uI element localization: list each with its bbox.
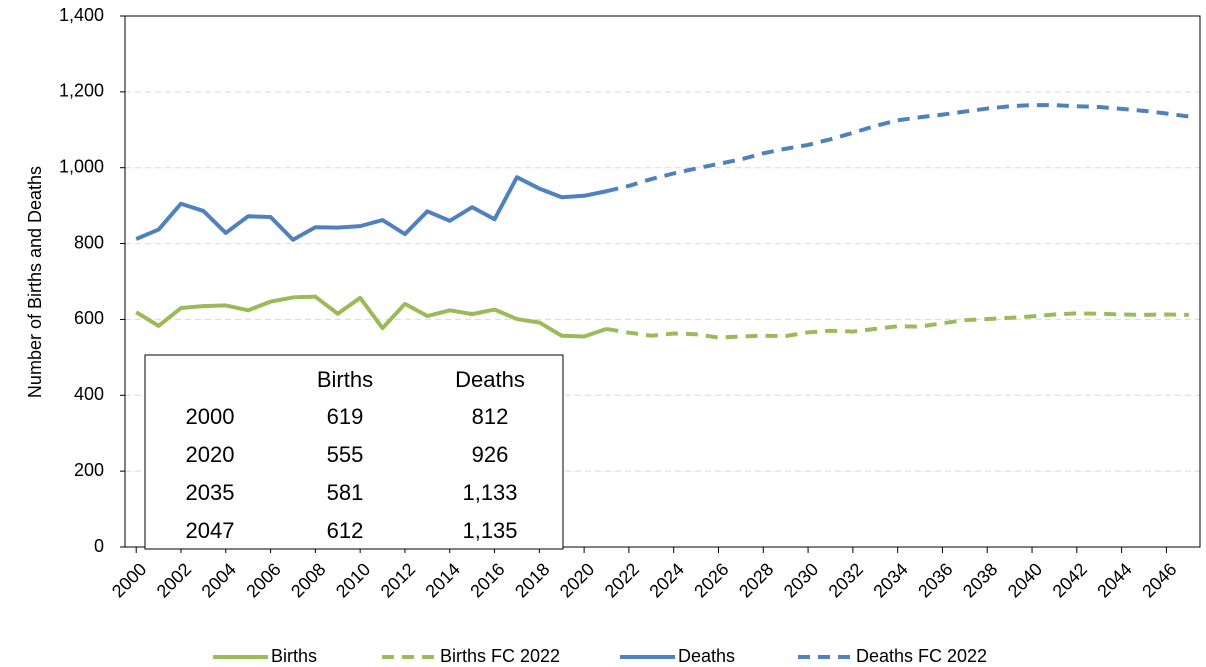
x-tick-label: 2024 (645, 559, 687, 601)
table-cell: 612 (327, 518, 364, 543)
table-cell: 2020 (186, 442, 235, 467)
y-tick-label: 1,400 (59, 5, 104, 25)
x-tick-label: 2000 (108, 559, 150, 601)
table-cell: 2047 (186, 518, 235, 543)
table-box (144, 354, 564, 550)
legend-label: Deaths FC 2022 (856, 646, 987, 666)
table-cell: 2035 (186, 480, 235, 505)
x-tick-label: 2040 (1004, 559, 1046, 601)
legend-label: Births FC 2022 (440, 646, 560, 666)
series-line (606, 103, 1190, 194)
table-cell: 555 (327, 442, 364, 467)
x-tick-label: 2034 (869, 559, 911, 601)
table-cell: 581 (327, 480, 364, 505)
x-tick-label: 2010 (332, 559, 374, 601)
table-header: Deaths (455, 367, 525, 392)
x-tick-label: 2030 (780, 559, 822, 601)
x-tick-label: 2026 (690, 559, 732, 601)
x-tick-label: 2012 (377, 559, 419, 601)
series-line (135, 175, 607, 242)
x-tick-label: 2042 (1049, 559, 1091, 601)
x-tick-label: 2020 (556, 559, 598, 601)
x-tick-label: 2018 (511, 559, 553, 601)
y-axis-label: Number of Births and Deaths (25, 166, 45, 398)
x-tick-label: 2016 (466, 559, 508, 601)
y-tick-label: 0 (94, 536, 104, 556)
y-tick-label: 400 (74, 384, 104, 404)
x-tick-label: 2022 (601, 559, 643, 601)
y-tick-label: 600 (74, 308, 104, 328)
x-tick-label: 2014 (421, 559, 463, 601)
x-tick-label: 2038 (959, 559, 1001, 601)
table-cell: 619 (327, 404, 364, 429)
table-cell: 926 (472, 442, 509, 467)
table-cell: 2000 (186, 404, 235, 429)
series-line (606, 311, 1189, 340)
x-tick-label: 2046 (1138, 559, 1180, 601)
table-cell: 1,133 (462, 480, 517, 505)
x-tick-label: 2006 (242, 559, 284, 601)
y-tick-label: 800 (74, 232, 104, 252)
series-line (135, 294, 608, 339)
table-cell: 812 (472, 404, 509, 429)
x-tick-label: 2032 (825, 559, 867, 601)
x-tick-label: 2036 (914, 559, 956, 601)
table-cell: 1,135 (462, 518, 517, 543)
x-tick-label: 2008 (287, 559, 329, 601)
x-tick-label: 2044 (1093, 559, 1135, 601)
x-tick-label: 2028 (735, 559, 777, 601)
y-tick-label: 1,200 (59, 81, 104, 101)
legend-label: Deaths (678, 646, 735, 666)
table-header: Births (317, 367, 373, 392)
y-tick-label: 1,000 (59, 156, 104, 176)
x-tick-label: 2004 (198, 559, 240, 601)
x-tick-label: 2002 (153, 559, 195, 601)
y-tick-label: 200 (74, 460, 104, 480)
legend-label: Births (271, 646, 317, 666)
plot-frame (124, 15, 1201, 548)
